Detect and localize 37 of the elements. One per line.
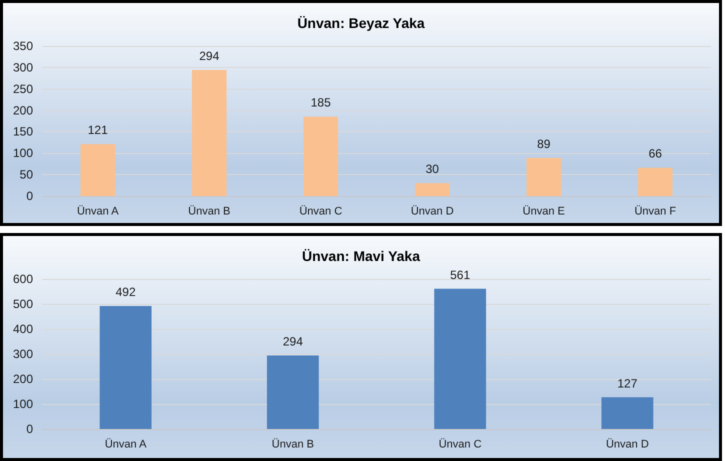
y-tick-label: 150 [12,124,34,139]
data-label: 294 [199,49,220,63]
data-label: 127 [617,376,638,390]
x-tick-label: Ünvan C [438,438,482,450]
chart-title: Ünvan: Mavi Yaka [302,248,420,264]
y-tick-label: 100 [12,397,34,411]
data-label: 185 [310,96,332,110]
x-tick-label: Ünvan A [104,438,148,450]
y-tick-label: 200 [12,103,34,118]
x-tick-label: Ünvan D [606,438,649,450]
data-label: 30 [426,162,440,176]
x-tick-label: Ünvan B [272,438,314,450]
data-label: 66 [648,146,662,161]
y-tick-label: 0 [26,189,34,203]
y-tick-label: 200 [12,372,34,386]
x-tick-label: Ünvan C [299,204,342,218]
data-label: 561 [450,268,470,282]
y-tick-label: 600 [12,272,34,286]
x-tick-label: Ünvan B [188,204,230,218]
y-tick-label: 350 [12,39,34,53]
data-label: 294 [282,334,304,348]
x-tick-label: Ünvan E [522,204,565,218]
y-tick-label: 100 [12,146,34,160]
chart-title: Ünvan: Beyaz Yaka [297,15,425,31]
y-tick-label: 300 [12,60,34,74]
y-tick-label: 50 [20,168,34,182]
x-tick-label: Ünvan A [76,204,120,218]
data-label: 492 [116,285,136,299]
y-tick-label: 500 [12,297,34,311]
x-tick-label: Ünvan D [410,204,454,218]
data-label: 121 [88,123,108,138]
y-tick-label: 250 [12,82,34,96]
y-tick-label: 400 [12,322,34,336]
data-label: 89 [537,136,551,151]
y-tick-label: 300 [12,347,34,361]
y-tick-label: 0 [26,422,34,436]
x-tick-label: Ünvan F [634,204,676,218]
